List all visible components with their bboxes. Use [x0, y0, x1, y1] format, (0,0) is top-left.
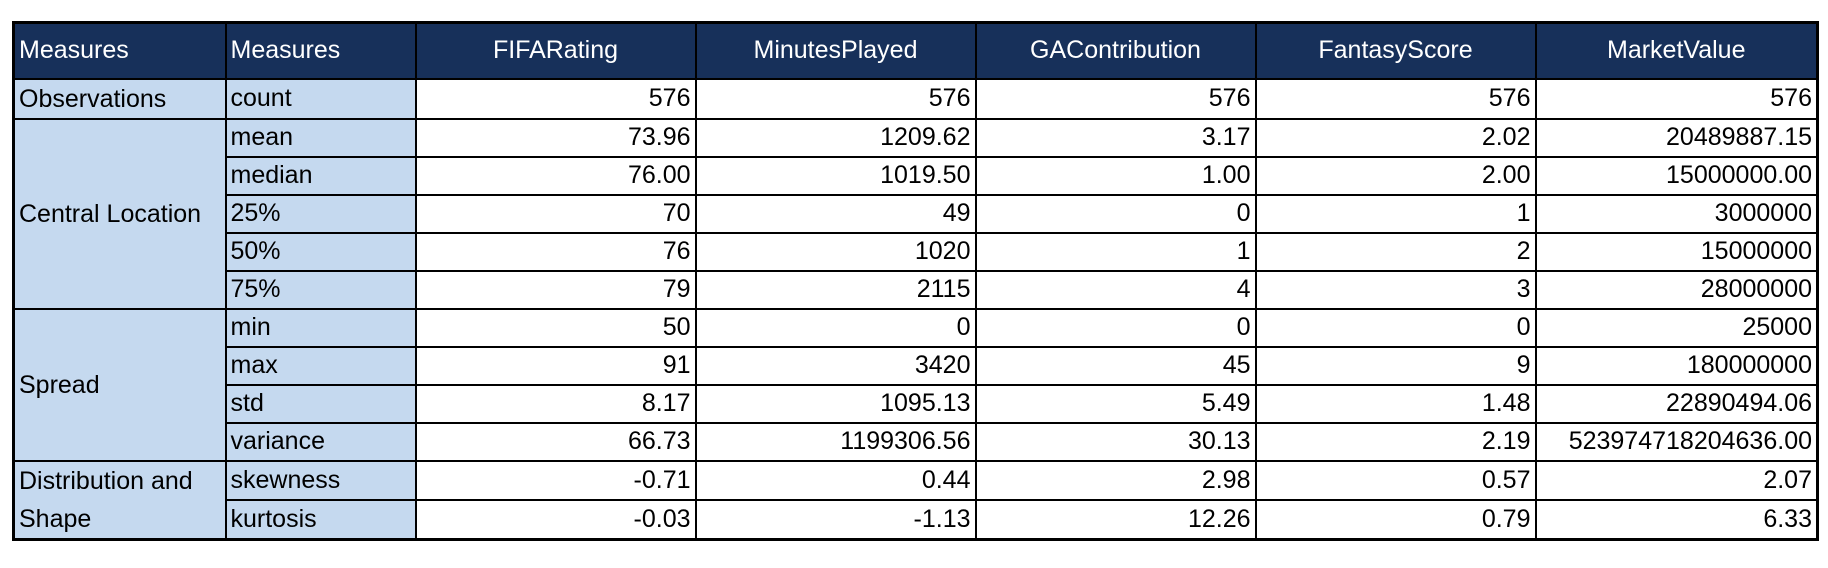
statistic-label: mean: [224, 117, 417, 158]
measure-group-label: Spread: [12, 307, 227, 462]
table-cell: 22890494.06: [1534, 383, 1819, 424]
table-cell: 66.73: [414, 421, 697, 462]
measure-group-label: Central Location: [12, 117, 227, 310]
table-cell: 576: [1534, 77, 1819, 120]
table-cell: 25000: [1534, 307, 1819, 348]
table-cell: 3.17: [974, 117, 1257, 158]
table-cell: 1.00: [974, 155, 1257, 196]
table-cell: 76.00: [414, 155, 697, 196]
table-cell: 1020: [694, 231, 977, 272]
table-cell: 0: [694, 307, 977, 348]
table-cell: 70: [414, 193, 697, 234]
table-cell: 76: [414, 231, 697, 272]
column-header: FIFARating: [414, 21, 697, 80]
column-header: FantasyScore: [1254, 21, 1537, 80]
table-cell: 2.98: [974, 459, 1257, 501]
table-cell: 1209.62: [694, 117, 977, 158]
table-cell: 2: [1254, 231, 1537, 272]
table-cell: 1: [1254, 193, 1537, 234]
table-cell: 15000000.00: [1534, 155, 1819, 196]
table-row: max 91 3420 45 9 180000000: [14, 345, 1819, 386]
table-cell: 49: [694, 193, 977, 234]
table-cell: 28000000: [1534, 269, 1819, 310]
statistic-label: count: [224, 77, 417, 120]
table-cell: 1019.50: [694, 155, 977, 196]
table-cell: 12.26: [974, 498, 1257, 541]
table-cell: -0.71: [414, 459, 697, 501]
table-row: kurtosis -0.03 -1.13 12.26 0.79 6.33: [14, 498, 1819, 541]
table-row: Distribution and Shape skewness -0.71 0.44 2…: [12, 459, 1819, 540]
table-cell: 2.02: [1254, 117, 1537, 158]
table-cell: -1.13: [694, 498, 977, 541]
table-cell: 576: [974, 77, 1257, 120]
table-row: 50% 76 1020 1 2 15000000: [14, 231, 1819, 272]
table-cell: 50: [414, 307, 697, 348]
table-row: 25% 70 49 0 1 3000000: [14, 193, 1819, 234]
table-cell: 0: [974, 307, 1257, 348]
statistic-label: variance: [224, 421, 417, 462]
table-cell: 73.96: [414, 117, 697, 158]
statistic-label: kurtosis: [224, 498, 417, 541]
table-cell: 0: [974, 193, 1257, 234]
table-cell: 1199306.56: [694, 421, 977, 462]
table-cell: 3420: [694, 345, 977, 386]
table-cell: 180000000: [1534, 345, 1819, 386]
table-cell: 2115: [694, 269, 977, 310]
table-row: std 8.17 1095.13 5.49 1.48 22890494.06: [14, 383, 1819, 424]
table-cell: 45: [974, 345, 1257, 386]
table-cell: 1.48: [1254, 383, 1537, 424]
column-header: GAContribution: [974, 21, 1257, 80]
statistic-label: 25%: [224, 193, 417, 234]
table-cell: 15000000: [1534, 231, 1819, 272]
statistic-label: max: [224, 345, 417, 386]
table-cell: 6.33: [1534, 498, 1819, 541]
column-header: Measures: [224, 21, 417, 80]
table-cell: 2.00: [1254, 155, 1537, 196]
statistic-label: std: [224, 383, 417, 424]
statistic-label: min: [224, 307, 417, 348]
table-cell: 576: [414, 77, 697, 120]
table-cell: 523974718204636.00: [1534, 421, 1819, 462]
descriptive-statistics-table: Measures Measures FIFARating MinutesPlay…: [12, 21, 1819, 541]
table-cell: 0.57: [1254, 459, 1537, 501]
table-cell: 2.19: [1254, 421, 1537, 462]
table-cell: 1: [974, 231, 1257, 272]
table-cell: 30.13: [974, 421, 1257, 462]
statistic-label: 50%: [224, 231, 417, 272]
table-row: Observations count 576 576 576 576 576: [12, 77, 1819, 120]
table-cell: 3: [1254, 269, 1537, 310]
table-cell: 3000000: [1534, 193, 1819, 234]
table-row: median 76.00 1019.50 1.00 2.00 15000000.00: [14, 155, 1819, 196]
table-body: Observations count 576 576 576 576 576 Central …: [12, 77, 1819, 541]
measure-group-label: Observations: [12, 77, 227, 120]
table-row: Central Location mean 73.96 1209.62 3.17 2.02…: [12, 117, 1819, 310]
table-cell: 91: [414, 345, 697, 386]
column-header: MinutesPlayed: [694, 21, 977, 80]
measure-group-label: Distribution and Shape: [12, 459, 227, 540]
header-row: Measures Measures FIFARating MinutesPlay…: [12, 21, 1819, 80]
table-cell: 0.79: [1254, 498, 1537, 541]
table-cell: 0: [1254, 307, 1537, 348]
table-cell: 20489887.15: [1534, 117, 1819, 158]
table-cell: 0.44: [694, 459, 977, 501]
table-cell: -0.03: [414, 498, 697, 541]
table-row: 75% 79 2115 4 3 28000000: [14, 269, 1819, 310]
table-cell: 8.17: [414, 383, 697, 424]
table-cell: 576: [694, 77, 977, 120]
column-header: MarketValue: [1534, 21, 1819, 80]
table-cell: 2.07: [1534, 459, 1819, 501]
table-row: Spread min 50 0 0 0 25000: [12, 307, 1819, 462]
table-row: variance 66.73 1199306.56 30.13 2.19 52397471…: [14, 421, 1819, 462]
column-header: Measures: [12, 21, 227, 80]
table-cell: 79: [414, 269, 697, 310]
statistic-label: 75%: [224, 269, 417, 310]
table-cell: 9: [1254, 345, 1537, 386]
table-cell: 5.49: [974, 383, 1257, 424]
table-cell: 576: [1254, 77, 1537, 120]
table-cell: 1095.13: [694, 383, 977, 424]
table-cell: 4: [974, 269, 1257, 310]
statistic-label: median: [224, 155, 417, 196]
statistic-label: skewness: [224, 459, 417, 501]
